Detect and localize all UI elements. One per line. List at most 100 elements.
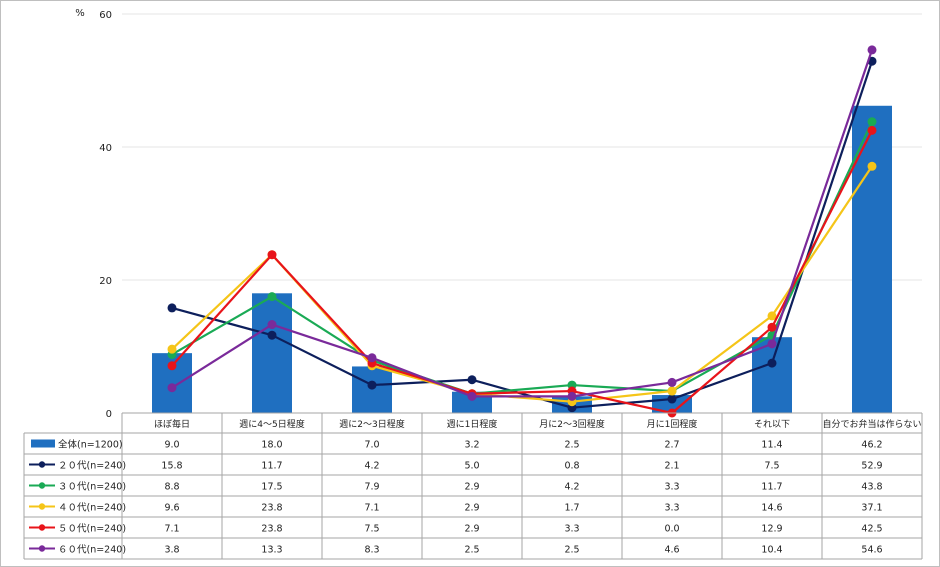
legend-marker [38, 545, 46, 552]
data-label: 0.0 [664, 524, 679, 535]
legend-marker [38, 482, 46, 489]
legend-marker [38, 524, 46, 531]
y-tick-label: 60 [99, 10, 112, 21]
series-point [367, 353, 377, 363]
series-point [567, 391, 577, 401]
data-label: 3.3 [664, 482, 679, 493]
category-label: 週に4～5日程度 [239, 418, 304, 430]
series-point [667, 386, 677, 396]
series-point [667, 377, 677, 387]
data-label: 2.1 [664, 461, 679, 472]
data-label: 23.8 [261, 503, 282, 514]
series-point [167, 303, 177, 313]
data-label: 2.9 [464, 524, 479, 535]
category-label: 週に1日程度 [447, 418, 498, 430]
data-label: 2.5 [564, 545, 579, 556]
data-label: 8.8 [164, 482, 179, 493]
series-point [867, 117, 877, 127]
series-point [167, 344, 177, 354]
legend-label: 全体(n=1200) [58, 439, 123, 451]
data-label: 11.7 [261, 461, 282, 472]
data-label: 11.7 [761, 482, 782, 493]
data-label: 7.9 [364, 482, 379, 493]
y-tick-label: 20 [99, 276, 112, 287]
data-label: 3.8 [164, 545, 179, 556]
data-label: 2.7 [664, 440, 679, 451]
data-label: 4.2 [564, 482, 579, 493]
series-point [867, 125, 877, 135]
series-point [767, 339, 777, 349]
series-point [267, 292, 277, 302]
legend-label: ３０代(n=240) [58, 482, 126, 493]
data-label: 3.2 [464, 440, 479, 451]
data-label: 14.6 [761, 503, 782, 514]
data-label: 7.5 [364, 524, 379, 535]
series-point [767, 322, 777, 332]
series-point [167, 361, 177, 371]
data-label: 7.5 [764, 461, 779, 472]
data-label: 8.3 [364, 545, 379, 556]
y-tick-label: 40 [99, 143, 112, 154]
legend-label: ４０代(n=240) [58, 503, 126, 514]
data-label: 4.6 [664, 545, 679, 556]
data-label: 42.5 [861, 524, 882, 535]
series-line [171, 49, 874, 398]
data-label: 7.0 [364, 440, 379, 451]
data-label: 3.3 [664, 503, 679, 514]
data-label: 46.2 [861, 440, 882, 451]
data-label: 15.8 [161, 461, 182, 472]
data-label: 9.0 [164, 440, 179, 451]
series-point [667, 394, 677, 404]
category-label: それ以下 [754, 419, 790, 430]
data-label: 4.2 [364, 461, 379, 472]
legend-bar-swatch [31, 439, 55, 448]
data-label: 11.4 [761, 440, 782, 451]
data-label: 2.5 [564, 440, 579, 451]
category-label: 週に2～3日程度 [339, 418, 404, 430]
data-label: 52.9 [861, 461, 882, 472]
series-line [171, 60, 874, 409]
series-point [167, 383, 177, 393]
bar [352, 366, 392, 413]
legend-marker [38, 461, 46, 468]
data-label: 7.1 [164, 524, 179, 535]
series-point [267, 320, 277, 330]
series-point [367, 380, 377, 390]
series-line [171, 121, 873, 395]
data-label: 18.0 [261, 440, 282, 451]
data-label: 5.0 [464, 461, 479, 472]
bar [252, 293, 292, 413]
category-label: ほぼ毎日 [154, 418, 190, 430]
legend-marker [38, 503, 46, 510]
series-point [867, 45, 877, 55]
legend-label: ５０代(n=240) [58, 524, 126, 535]
data-label: 2.5 [464, 545, 479, 556]
data-label: 7.1 [364, 503, 379, 514]
series-point [467, 375, 477, 385]
y-tick-label: 0 [106, 409, 112, 420]
data-label: 43.8 [861, 482, 882, 493]
data-label: 12.9 [761, 524, 782, 535]
data-label: 23.8 [261, 524, 282, 535]
series-point [267, 250, 277, 260]
legend-label: ２０代(n=240) [58, 461, 126, 472]
series-point [267, 330, 277, 340]
series-line [171, 129, 873, 415]
category-label: 自分でお弁当は作らない [822, 418, 921, 430]
data-label: 3.3 [564, 524, 579, 535]
series-point [767, 311, 777, 321]
data-label: 13.3 [261, 545, 282, 556]
y-unit-label: % [75, 8, 85, 19]
series-point [867, 161, 877, 171]
data-label: 2.9 [464, 503, 479, 514]
series-point [767, 358, 777, 368]
data-label: 0.8 [564, 461, 579, 472]
data-label: 37.1 [861, 503, 882, 514]
data-label: 1.7 [564, 503, 579, 514]
category-label: 月に2～3回程度 [539, 418, 604, 430]
data-label: 17.5 [261, 482, 282, 493]
data-label: 9.6 [164, 503, 179, 514]
legend-label: ６０代(n=240) [58, 545, 126, 556]
